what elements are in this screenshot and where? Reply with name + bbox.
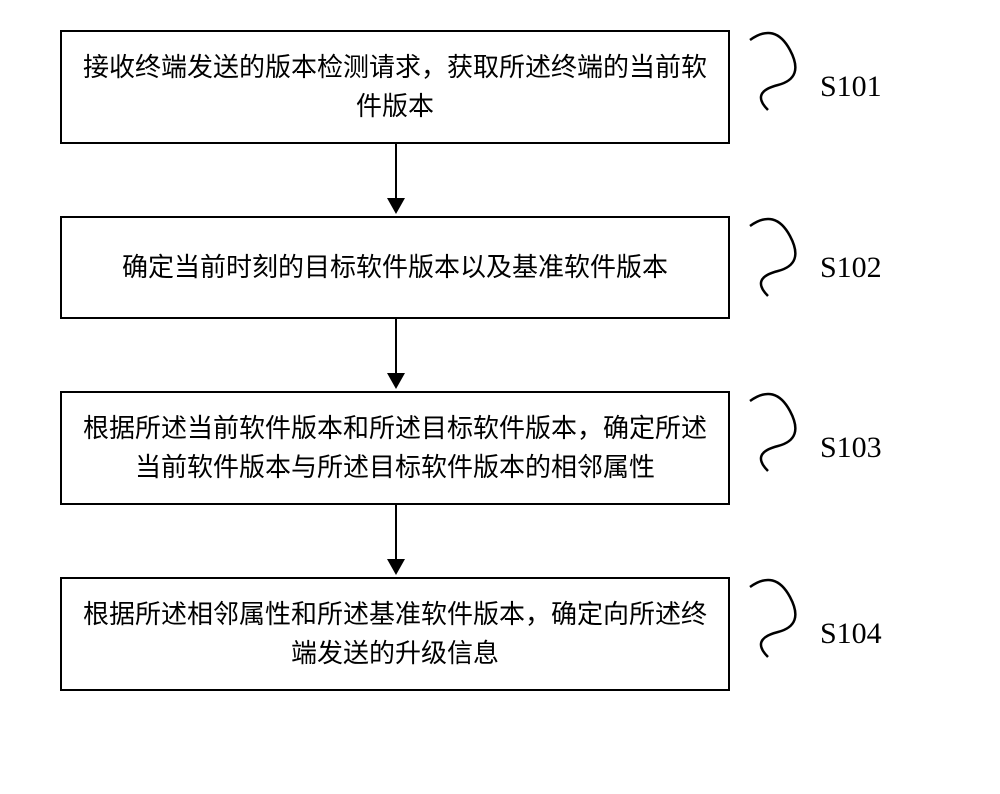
step-label-s104: S104	[820, 617, 882, 651]
arrow-head	[387, 559, 405, 575]
step-box-s102: 确定当前时刻的目标软件版本以及基准软件版本	[60, 216, 730, 319]
arrow-2-3	[60, 319, 730, 391]
step-box-s103: 根据所述当前软件版本和所述目标软件版本，确定所述当前软件版本与所述目标软件版本的…	[60, 391, 730, 505]
squiggle-connector-s101	[740, 30, 810, 120]
arrow-line	[395, 144, 397, 202]
arrow-3-4	[60, 505, 730, 577]
step-row-2: 确定当前时刻的目标软件版本以及基准软件版本 S102	[60, 216, 940, 319]
step-label-s103: S103	[820, 431, 882, 465]
step-box-s101: 接收终端发送的版本检测请求，获取所述终端的当前软件版本	[60, 30, 730, 144]
step-box-s104: 根据所述相邻属性和所述基准软件版本，确定向所述终端发送的升级信息	[60, 577, 730, 691]
step-label-s102: S102	[820, 251, 882, 285]
arrow-head	[387, 373, 405, 389]
squiggle-connector-s102	[740, 216, 810, 306]
arrow-1-2	[60, 144, 730, 216]
squiggle-connector-s103	[740, 391, 810, 481]
arrow-head	[387, 198, 405, 214]
flowchart-container: 接收终端发送的版本检测请求，获取所述终端的当前软件版本 S101 确定当前时刻的…	[60, 30, 940, 691]
arrow-line	[395, 505, 397, 563]
step-row-4: 根据所述相邻属性和所述基准软件版本，确定向所述终端发送的升级信息 S104	[60, 577, 940, 691]
arrow-line	[395, 319, 397, 377]
squiggle-connector-s104	[740, 577, 810, 667]
step-row-3: 根据所述当前软件版本和所述目标软件版本，确定所述当前软件版本与所述目标软件版本的…	[60, 391, 940, 505]
step-row-1: 接收终端发送的版本检测请求，获取所述终端的当前软件版本 S101	[60, 30, 940, 144]
step-label-s101: S101	[820, 70, 882, 104]
